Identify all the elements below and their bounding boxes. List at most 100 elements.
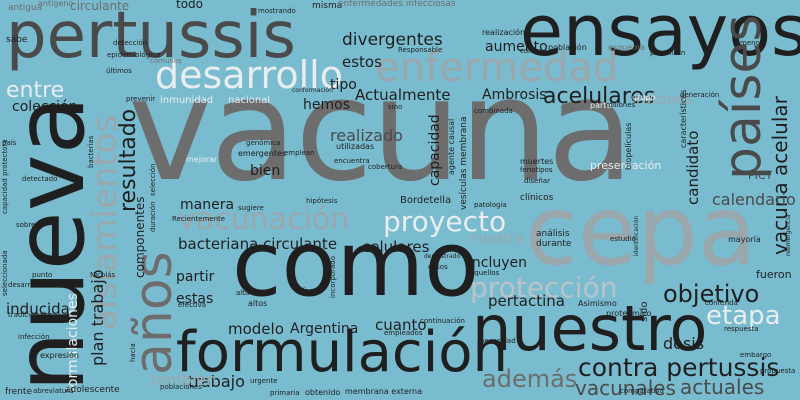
word-argentina: Argentina	[290, 321, 359, 337]
word-muertes: muertes	[520, 157, 554, 166]
word-expresion: expresión	[40, 351, 79, 360]
word-cuanto: cuanto	[375, 316, 427, 334]
word-dosis: dosis	[663, 334, 705, 353]
word-etapa: etapa	[706, 301, 781, 331]
word-trabajo: trabajo	[188, 372, 245, 391]
word-proyecto: proyecto	[383, 205, 507, 238]
word-primaria: primaria	[270, 389, 300, 397]
word-seleccion: selección	[149, 163, 157, 196]
word-pais: país	[2, 139, 17, 147]
word-infeccion: infección	[18, 333, 50, 341]
word-recientemente: Recientemente	[172, 215, 226, 223]
word-poblaciones: poblaciones	[160, 383, 202, 391]
word-demostrado: demostrado	[424, 253, 461, 260]
word-contra: contra	[520, 47, 543, 55]
word-cepa: cepa	[525, 175, 757, 287]
word-seleccionada: seleccionada	[1, 250, 9, 296]
word-menos: menos	[740, 39, 764, 47]
word-antigua: antigua	[8, 3, 43, 13]
word-tipo: tipo	[330, 77, 357, 93]
word-todo: todo	[176, 0, 204, 11]
word-comunes: comunes	[150, 57, 182, 65]
word-agente-causal: agente causal	[447, 118, 456, 175]
word-generacion: generación	[680, 91, 720, 99]
word-mostrando: mostrando	[258, 7, 296, 15]
word-conformacion: conformación	[292, 87, 333, 94]
word-celulares: celulares	[362, 238, 430, 256]
word-calendario: calendario	[712, 190, 796, 209]
word-efectiva: efectiva	[178, 301, 207, 309]
word-candidato: candidato	[684, 130, 702, 205]
word-sobre: sobre	[16, 221, 36, 229]
word-formulaciones: formulaciones	[65, 293, 81, 392]
word-abreviatura: abreviatura	[33, 387, 74, 395]
word-conferida: conferida	[705, 299, 738, 307]
word-desarrollada: desarrollada	[8, 281, 52, 289]
word-necesidad: necesidad	[480, 337, 516, 345]
word-nicolas: Nicolás	[90, 271, 116, 279]
word-casos: casos	[428, 263, 448, 271]
word-realizado: realizado	[330, 126, 403, 145]
word-actualmente: Actualmente	[355, 86, 451, 104]
word-divergentes: divergentes	[342, 30, 443, 50]
word-nuestra: nuestra	[470, 231, 524, 247]
word-nueva: nueva	[0, 95, 106, 392]
word-como: como	[232, 212, 480, 317]
word-proteomico: proteómico	[606, 309, 652, 318]
word-enfermedad: enfermedad	[375, 45, 619, 91]
word-desarrollo: desarrollo	[155, 53, 343, 97]
word-presentan: presentan	[650, 49, 686, 57]
word-contra-pertussis: contra pertussis	[578, 353, 780, 382]
word-empleados: empleados	[384, 329, 423, 337]
word-tradicionales: tradicionales	[8, 311, 54, 319]
word-comparativa: comparativa	[620, 387, 664, 395]
word-circulante: circulante	[70, 0, 130, 13]
word-modelo: modelo	[228, 320, 284, 338]
word-incluyen: incluyen	[468, 255, 527, 271]
word-formulacion: formulación	[176, 320, 509, 385]
word-sabe: sabe	[6, 35, 28, 45]
word-entre: entre	[6, 78, 65, 103]
word-vacuna: vacuna	[128, 48, 634, 213]
word-cobertura: cobertura	[368, 163, 403, 171]
word-ambrosis: Ambrosis	[482, 87, 547, 103]
word-prevenir: prevenir	[126, 95, 156, 103]
word-hipotesis: hipótesis	[306, 197, 338, 205]
word-biopeliculas: biopelículas	[624, 122, 633, 170]
word-altos: altos	[248, 299, 268, 308]
word-asimismo: Asimismo	[578, 299, 617, 308]
word-antigeno: antígeno	[38, 0, 74, 8]
word-obtenido: obtenido	[305, 388, 341, 397]
word-epidemiologica: epidemiológica	[107, 51, 161, 59]
word-enfermedades-infecciosas: enfermedades infecciosas	[338, 0, 456, 9]
word-actuales: actuales	[680, 375, 765, 399]
word-parte: parte	[590, 101, 612, 110]
word-sino: sino	[388, 103, 403, 111]
word-hacia: hacia	[129, 343, 137, 362]
word-grupo: grupo	[632, 93, 656, 102]
word-emergentes: emergentes	[238, 149, 287, 158]
word-ademas: además	[482, 365, 578, 393]
word-urgente: urgente	[250, 377, 278, 385]
word-duracion: duración	[149, 201, 157, 232]
word-objetivo: objetivo	[663, 280, 760, 308]
word-reemergencia: reemergencia	[785, 214, 792, 256]
word-vesiculas-membrana: vesículas membrana	[459, 116, 469, 211]
word-emplean: emplean	[284, 149, 315, 157]
word-pertussis: pertussis	[6, 0, 296, 73]
word-esquema: esquema	[608, 43, 645, 52]
word-patologia: patología	[474, 201, 507, 209]
word-membrana-externa: membrana externa	[345, 387, 422, 396]
word-vacunales: vacunales	[575, 376, 676, 400]
word-adolescente: adolescente	[65, 385, 120, 395]
word-combinada: combinada	[474, 107, 513, 115]
word-bordetella: Bordetella	[400, 195, 452, 206]
word-detectado: detectado	[22, 175, 58, 183]
word-propuesta: propuesta	[760, 367, 796, 375]
word-mayoria: mayoría	[728, 235, 761, 244]
word-plan-trabajo: plan trabajo	[88, 269, 107, 366]
word-ratones: ratones	[636, 90, 693, 108]
word-presentacion: presentación	[590, 159, 662, 172]
word-tambien: también	[150, 370, 217, 389]
